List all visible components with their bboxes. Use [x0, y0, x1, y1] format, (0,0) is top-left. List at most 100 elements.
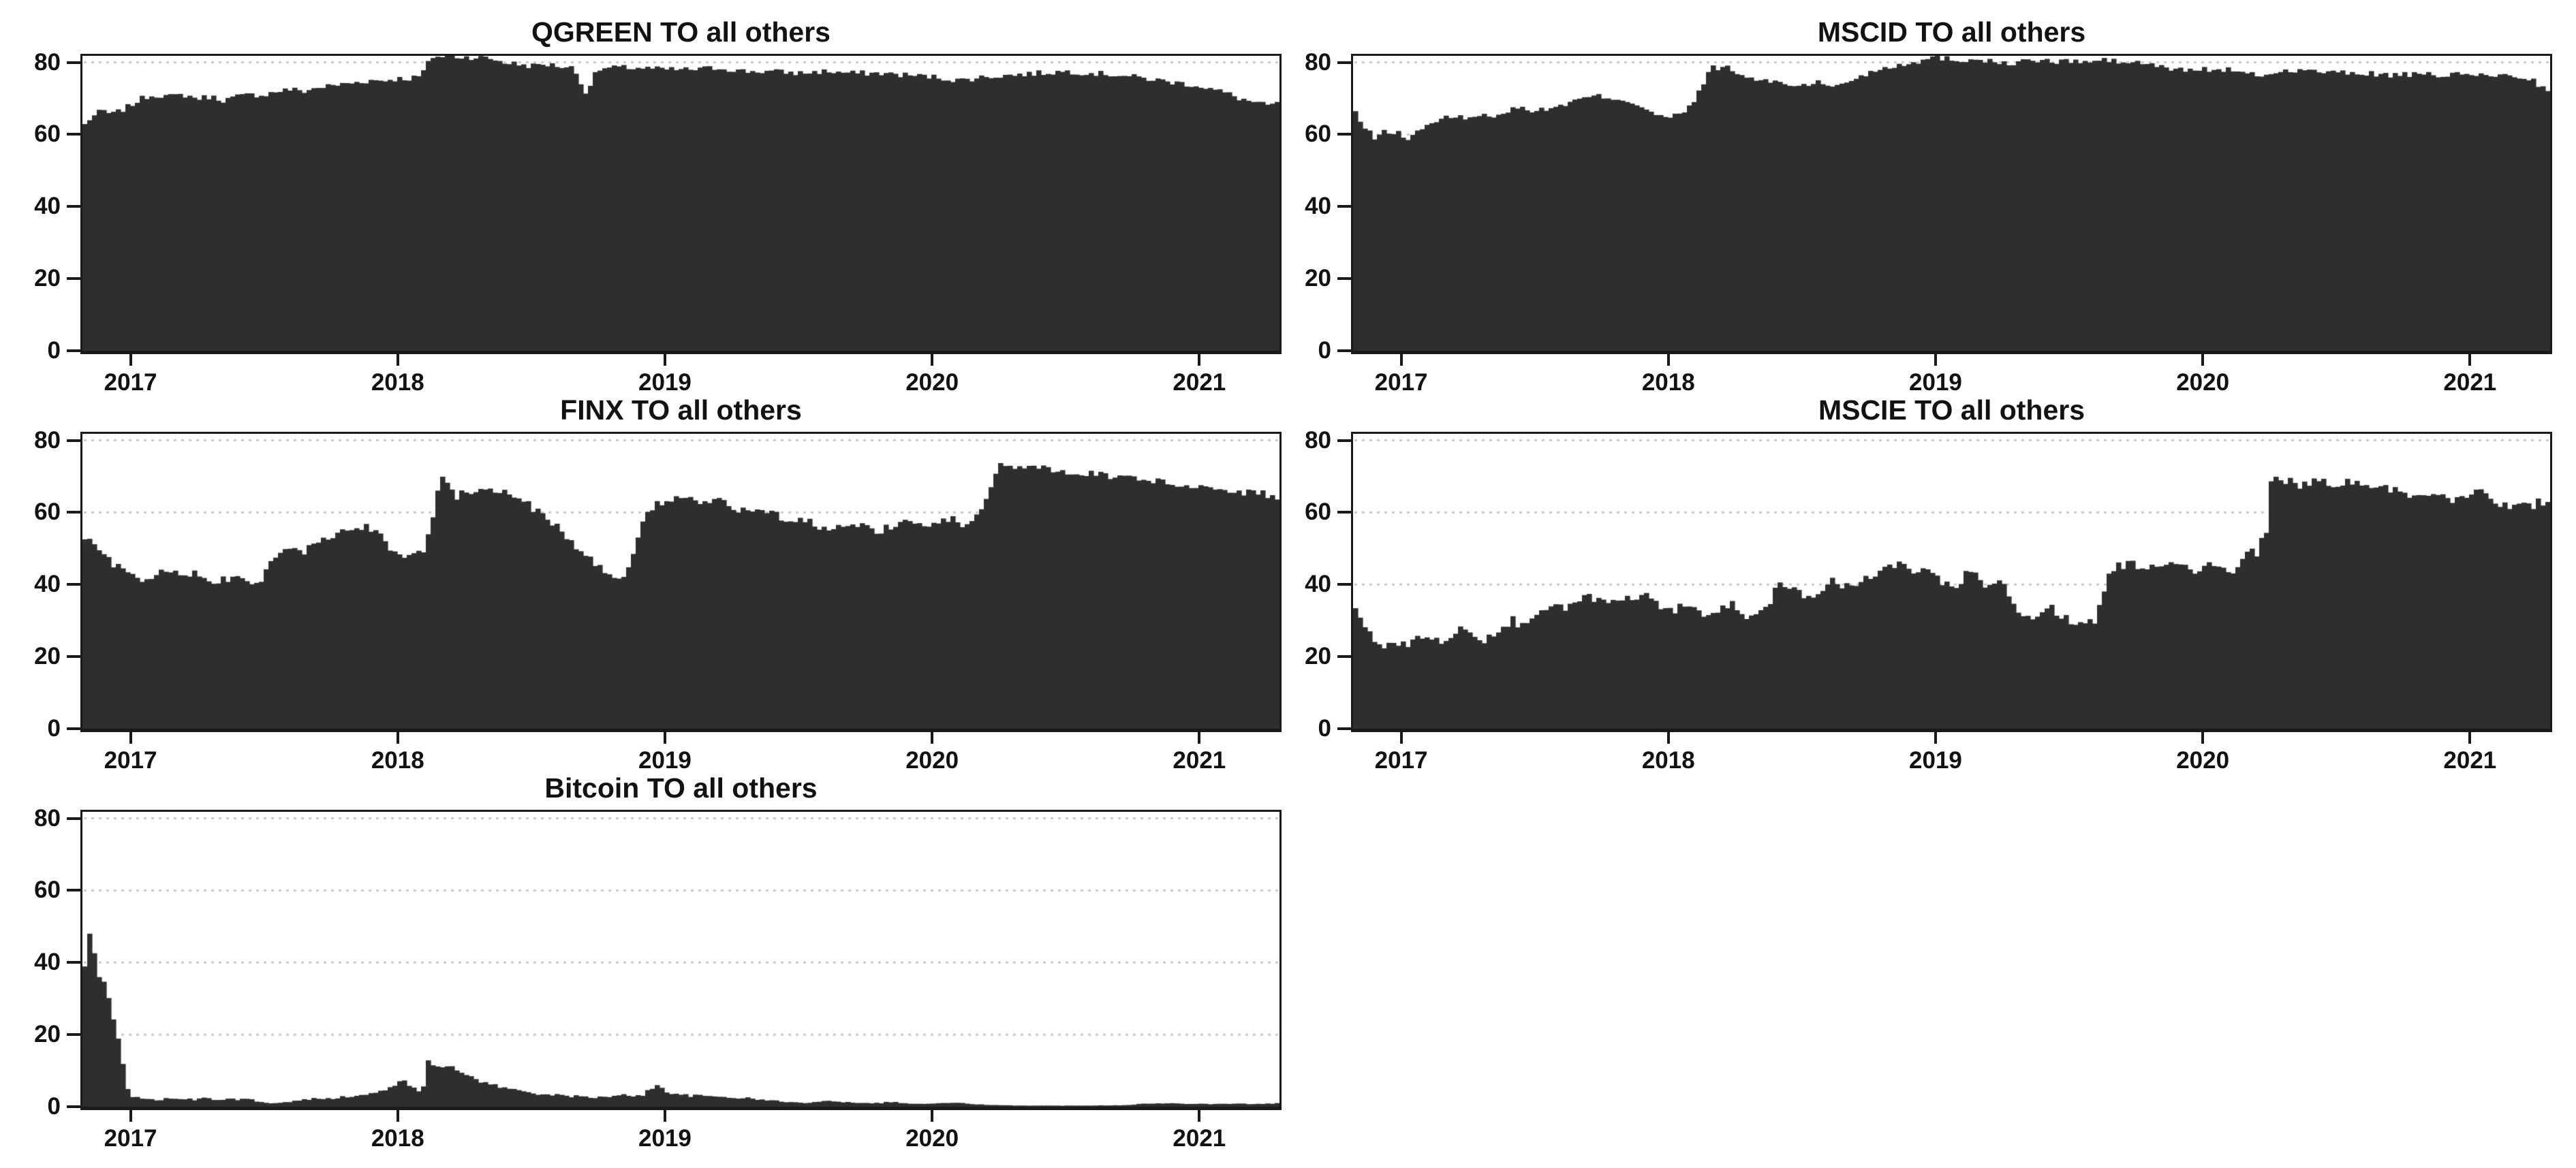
x-axis-tick-label: 2020 [905, 747, 959, 774]
y-axis-tick [67, 817, 80, 820]
y-axis-tick-label: 80 [34, 426, 61, 454]
y-axis-tick-label: 60 [34, 877, 61, 904]
y-axis-tick-label: 0 [1318, 715, 1331, 742]
plot-area [1351, 432, 2552, 732]
y-axis-tick-label: 40 [1305, 571, 1331, 598]
x-axis-tick [931, 354, 934, 366]
y-axis-tick-label: 20 [34, 1021, 61, 1048]
x-axis-tick [1198, 1110, 1201, 1122]
y-axis-tick-label: 20 [1305, 265, 1331, 292]
x-axis-tick-label: 2017 [1374, 369, 1428, 396]
x-axis-tick [1198, 732, 1201, 744]
y-axis-tick [1337, 583, 1351, 586]
x-axis-tick-label: 2019 [638, 747, 692, 774]
x-axis-tick-label: 2019 [638, 1125, 692, 1152]
y-axis-tick-label: 0 [47, 337, 61, 364]
x-axis-tick [129, 1110, 132, 1122]
x-axis-tick-label: 2017 [1374, 747, 1428, 774]
x-axis-tick [2468, 732, 2472, 744]
y-axis-tick [1337, 439, 1351, 442]
x-axis-tick-label: 2021 [2443, 369, 2497, 396]
y-axis-tick-label: 0 [47, 1093, 61, 1120]
y-axis-tick-label: 60 [1305, 121, 1331, 148]
y-axis-tick [67, 727, 80, 730]
y-axis-tick-label: 20 [34, 265, 61, 292]
x-axis-tick-label: 2017 [104, 1125, 157, 1152]
plot-area [1351, 54, 2552, 354]
x-axis-tick-label: 2021 [1173, 1125, 1226, 1152]
y-axis-tick [1337, 277, 1351, 281]
area-series-canvas [82, 812, 1279, 1107]
x-axis-tick-label: 2021 [1173, 747, 1226, 774]
x-axis-tick [1399, 732, 1403, 744]
chart-title: QGREEN TO all others [531, 16, 831, 48]
x-axis-tick [931, 732, 934, 744]
y-axis-tick [1337, 133, 1351, 136]
x-axis-tick [1666, 732, 1670, 744]
y-axis-tick-label: 60 [34, 499, 61, 526]
x-axis-tick-label: 2018 [371, 1125, 424, 1152]
x-axis-tick [1198, 354, 1201, 366]
y-axis-tick-label: 0 [47, 715, 61, 742]
y-axis-tick [67, 1033, 80, 1037]
y-axis-tick [67, 583, 80, 586]
area-series-canvas [1353, 434, 2550, 729]
x-axis-tick-label: 2018 [371, 369, 424, 396]
x-axis-tick [2201, 732, 2205, 744]
y-axis-tick [1337, 349, 1351, 352]
x-axis-tick [396, 1110, 399, 1122]
y-axis-tick [67, 655, 80, 659]
y-axis-tick-label: 20 [1305, 643, 1331, 670]
y-axis-tick-label: 80 [1305, 426, 1331, 454]
y-axis-tick [67, 1105, 80, 1108]
y-axis-tick [67, 349, 80, 352]
y-axis-tick-label: 80 [1305, 48, 1331, 76]
y-axis-tick-label: 80 [34, 48, 61, 76]
x-axis-tick-label: 2018 [371, 747, 424, 774]
x-axis-tick [1934, 732, 1937, 744]
x-axis-tick-label: 2020 [2176, 369, 2230, 396]
y-axis-tick-label: 60 [1305, 499, 1331, 526]
x-axis-tick [1666, 354, 1670, 366]
x-axis-tick [663, 1110, 666, 1122]
y-axis-tick [67, 439, 80, 442]
x-axis-tick [129, 732, 132, 744]
y-axis-tick-label: 20 [34, 643, 61, 670]
x-axis-tick-label: 2018 [1641, 369, 1695, 396]
x-axis-tick-label: 2019 [638, 369, 692, 396]
x-axis-tick-label: 2021 [1173, 369, 1226, 396]
y-axis-tick [67, 961, 80, 964]
chart-title: Bitcoin TO all others [544, 772, 818, 804]
x-axis-tick-label: 2020 [905, 1125, 959, 1152]
y-axis-tick-label: 60 [34, 121, 61, 148]
x-axis-tick-label: 2020 [2176, 747, 2230, 774]
x-axis-tick [396, 732, 399, 744]
y-axis-tick [1337, 727, 1351, 730]
x-axis-tick [2468, 354, 2472, 366]
chart-title: MSCID TO all others [1817, 16, 2086, 48]
area-series-canvas [82, 56, 1279, 351]
y-axis-tick [1337, 61, 1351, 64]
area-series-canvas [82, 434, 1279, 729]
x-axis-tick-label: 2019 [1909, 369, 1962, 396]
y-axis-tick-label: 40 [34, 193, 61, 220]
y-axis-tick [67, 61, 80, 64]
y-axis-tick-label: 40 [34, 949, 61, 976]
x-axis-tick [396, 354, 399, 366]
x-axis-tick [663, 732, 666, 744]
x-axis-tick [931, 1110, 934, 1122]
chart-title: FINX TO all others [560, 394, 802, 426]
y-axis-tick [67, 511, 80, 514]
plot-area [80, 432, 1282, 732]
y-axis-tick-label: 40 [1305, 193, 1331, 220]
x-axis-tick [2201, 354, 2205, 366]
x-axis-tick-label: 2019 [1909, 747, 1962, 774]
x-axis-tick-label: 2018 [1641, 747, 1695, 774]
chart-title: MSCIE TO all others [1818, 394, 2085, 426]
y-axis-tick [1337, 205, 1351, 208]
y-axis-tick-label: 0 [1318, 337, 1331, 364]
y-axis-tick [67, 277, 80, 281]
y-axis-tick [67, 133, 80, 136]
x-axis-tick-label: 2017 [104, 369, 157, 396]
